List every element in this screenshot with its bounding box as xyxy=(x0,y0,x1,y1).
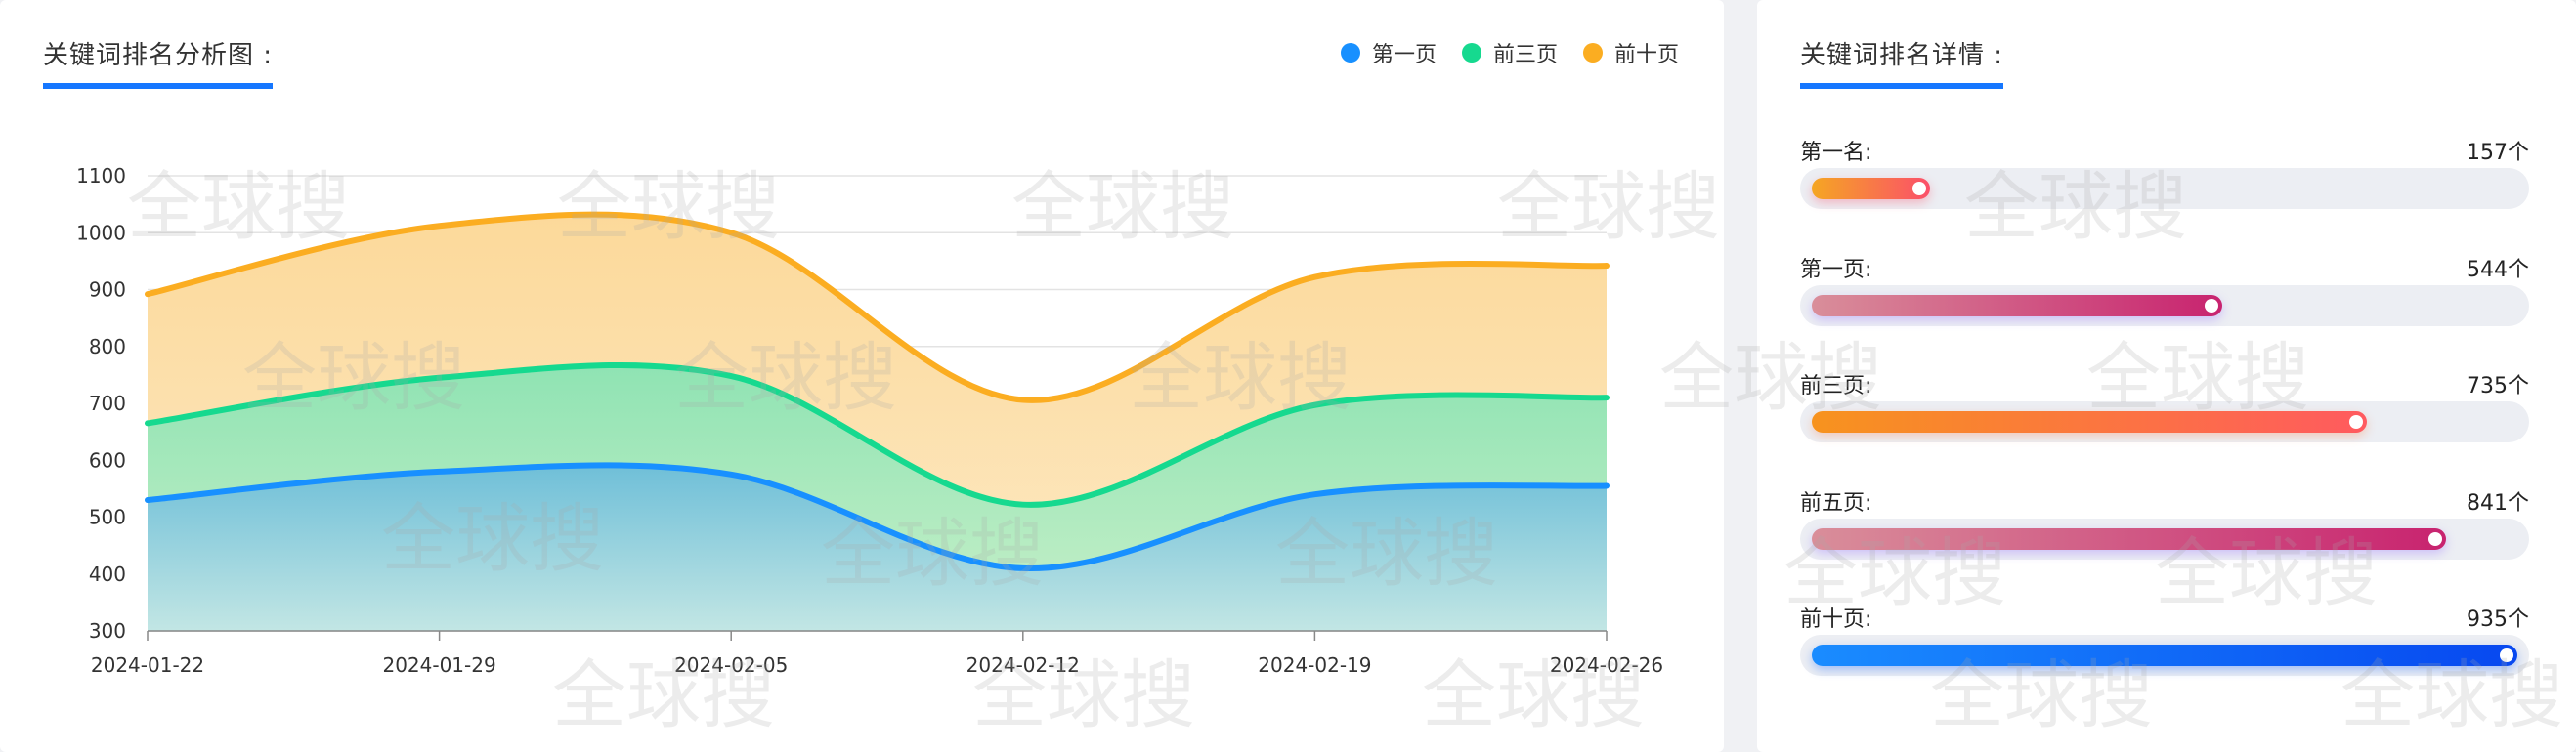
rank-bar-knob xyxy=(1912,182,1927,195)
chart-panel: 关键词排名分析图 : 第一页 前三页 前十页 xyxy=(0,0,1724,752)
area-chart: 300 400 500 600 700 800 900 1000 1100 2024-01-22 2… xyxy=(76,164,1663,677)
legend-dot-top10 xyxy=(1582,43,1603,63)
rank-value: 935个 xyxy=(2467,607,2529,632)
area-page1 xyxy=(148,465,1607,631)
x-tick-label: 2024-01-22 xyxy=(91,653,204,677)
legend-dot-top3 xyxy=(1461,43,1481,63)
rank-bar-knob xyxy=(2428,532,2443,546)
rank-track xyxy=(1800,285,2529,326)
rank-bar-fill xyxy=(1812,178,1931,199)
rank-label: 前十页: xyxy=(1800,607,1872,632)
x-tick-label: 2024-02-05 xyxy=(674,653,788,677)
rank-label: 第一页: xyxy=(1800,258,1872,282)
rank-bar-fill xyxy=(1812,528,2447,550)
x-tick-label: 2024-01-29 xyxy=(382,653,495,677)
legend-item-top10[interactable]: 前十页 xyxy=(1582,37,1679,68)
rank-value: 157个 xyxy=(2467,141,2529,165)
detail-panel: 关键词排名详情 : 第一名: 157个 第一页: 544个 前三页: 735个 … xyxy=(1757,0,2576,752)
rank-value: 735个 xyxy=(2467,374,2529,398)
y-tick-label: 1100 xyxy=(76,164,126,188)
detail-title: 关键词排名详情 : xyxy=(1800,35,2004,89)
chart-legend: 第一页 前三页 前十页 xyxy=(1340,37,1679,68)
rank-label: 前五页: xyxy=(1800,491,1872,516)
rank-label: 前三页: xyxy=(1800,374,1872,398)
legend-item-top3[interactable]: 前三页 xyxy=(1461,37,1558,68)
legend-dot-page1 xyxy=(1340,43,1360,63)
y-tick-label: 600 xyxy=(89,448,126,472)
rank-value: 841个 xyxy=(2467,491,2529,516)
x-tick-label: 2024-02-19 xyxy=(1258,653,1371,677)
x-tick-label: 2024-02-12 xyxy=(966,653,1080,677)
x-tick-label: 2024-02-26 xyxy=(1550,653,1663,677)
rank-track xyxy=(1800,519,2529,560)
rank-value: 544个 xyxy=(2467,258,2529,282)
rank-bar-knob xyxy=(2348,415,2363,429)
y-tick-label: 700 xyxy=(89,392,126,415)
y-tick-label: 400 xyxy=(89,563,126,586)
legend-item-page1[interactable]: 第一页 xyxy=(1340,37,1437,68)
y-tick-label: 800 xyxy=(89,335,126,358)
rank-track xyxy=(1800,635,2529,676)
line-layer xyxy=(145,211,1610,571)
y-tick-label: 300 xyxy=(89,619,126,643)
rank-bar-fill xyxy=(1812,411,2367,433)
y-tick-label: 900 xyxy=(89,278,126,302)
area-layer xyxy=(148,214,1607,631)
y-tick-label: 500 xyxy=(89,506,126,529)
legend-label-page1: 第一页 xyxy=(1371,43,1437,67)
rank-bar-fill xyxy=(1812,295,2223,316)
rank-track xyxy=(1800,401,2529,442)
rank-bar-knob xyxy=(2205,299,2219,313)
line-top3[interactable] xyxy=(145,361,1610,508)
rank-bar-fill xyxy=(1812,645,2517,666)
rank-label: 第一名: xyxy=(1800,141,1872,165)
line-top10[interactable] xyxy=(145,211,1610,403)
axis-layer: 300 400 500 600 700 800 900 1000 1100 2024-01-22 2… xyxy=(76,164,1663,677)
y-tick-label: 1000 xyxy=(76,221,126,244)
line-page1[interactable] xyxy=(145,462,1610,571)
legend-label-top10: 前十页 xyxy=(1613,43,1679,67)
rank-bar-knob xyxy=(2500,648,2513,662)
legend-label-top3: 前三页 xyxy=(1492,43,1558,67)
chart-title: 关键词排名分析图 : xyxy=(43,35,274,89)
rank-track xyxy=(1800,168,2529,209)
